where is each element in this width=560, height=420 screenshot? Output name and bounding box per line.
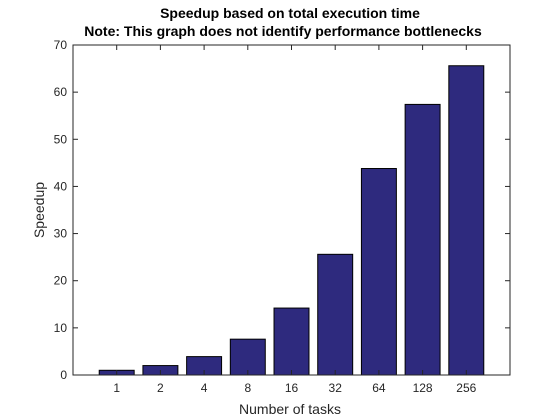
plot-area-box	[72, 44, 511, 376]
x-tick-label-16: 16	[285, 381, 299, 395]
bar-16	[273, 307, 310, 376]
x-tick-label-128: 128	[413, 381, 433, 395]
x-tick-label-256: 256	[456, 381, 476, 395]
y-tick-label-10: 10	[54, 321, 68, 335]
bars-group	[98, 65, 485, 376]
x-tick-label-1: 1	[113, 381, 120, 395]
bar-256	[448, 65, 485, 376]
y-tick-label-0: 0	[60, 368, 67, 382]
bar-128	[404, 103, 441, 376]
y-tick-label-50: 50	[54, 132, 68, 146]
bar-8	[229, 338, 266, 376]
y-tick-label-30: 30	[54, 227, 68, 241]
y-tick-label-60: 60	[54, 85, 68, 99]
bar-64	[360, 168, 397, 376]
x-tick-label-4: 4	[201, 381, 208, 395]
y-axis-label: Speedup	[31, 182, 47, 238]
y-tick-label-40: 40	[54, 179, 68, 193]
x-tick-label-64: 64	[372, 381, 386, 395]
x-tick-label-2: 2	[157, 381, 164, 395]
y-axis-ticks: 0 10 20 30 40 50 60 70	[54, 38, 510, 382]
bar-32	[317, 253, 354, 376]
y-tick-label-70: 70	[54, 38, 68, 52]
x-tick-label-32: 32	[329, 381, 343, 395]
chart-subtitle: Note: This graph does not identify perfo…	[84, 23, 482, 39]
y-tick-label-20: 20	[54, 274, 68, 288]
x-axis-label: Number of tasks	[239, 401, 341, 417]
x-tick-label-8: 8	[244, 381, 251, 395]
chart-title: Speedup based on total execution time	[160, 5, 420, 21]
x-axis-ticks: 1 2 4 8 16 32 64 128 256	[113, 45, 477, 395]
